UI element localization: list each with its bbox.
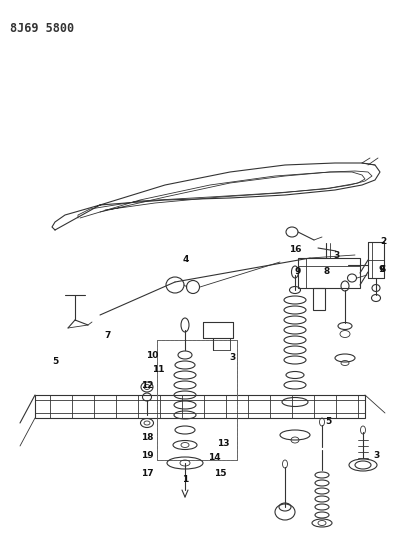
- Text: 14: 14: [208, 454, 220, 463]
- Text: 3: 3: [333, 252, 339, 261]
- Text: 11: 11: [152, 366, 164, 375]
- Text: 10: 10: [146, 351, 158, 359]
- Bar: [157, 340, 237, 460]
- Text: 5: 5: [52, 358, 58, 367]
- Text: 9: 9: [295, 266, 301, 276]
- Text: 1: 1: [182, 475, 188, 484]
- Text: 17: 17: [141, 469, 153, 478]
- Text: 18: 18: [141, 433, 153, 442]
- Bar: [298, 258, 360, 288]
- Text: 6: 6: [380, 264, 386, 273]
- Text: 12: 12: [141, 382, 153, 391]
- Text: 3: 3: [373, 450, 379, 459]
- Bar: [157, 340, 237, 460]
- Bar: [313, 288, 325, 310]
- Text: 8J69 5800: 8J69 5800: [10, 22, 74, 35]
- Text: 3: 3: [229, 352, 235, 361]
- Text: 8: 8: [324, 266, 330, 276]
- Bar: [35, 395, 365, 418]
- Text: 9: 9: [379, 264, 385, 273]
- Text: 16: 16: [289, 246, 301, 254]
- Text: 15: 15: [214, 469, 226, 478]
- Text: 13: 13: [217, 439, 229, 448]
- Text: 7: 7: [105, 332, 111, 341]
- Text: 5: 5: [325, 416, 331, 425]
- Text: 19: 19: [141, 450, 153, 459]
- Text: 4: 4: [183, 255, 189, 264]
- Text: 2: 2: [380, 238, 386, 246]
